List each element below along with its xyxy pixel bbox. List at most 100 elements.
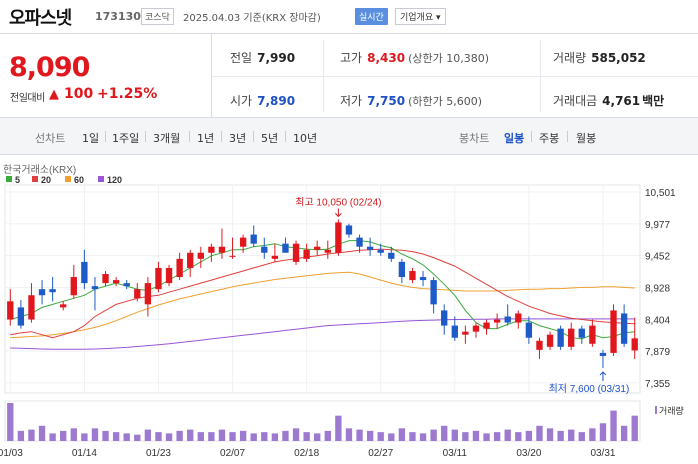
base-date: 2025.04.03 기준(KRX 장마감) — [183, 13, 321, 24]
candle-body — [165, 267, 173, 284]
tab-monthly-candle[interactable]: 월봉 — [576, 132, 597, 145]
quote-panel: 8,090 전일대비 ▲ 100 +1.25% 전일 7,990 고가 8,430(… — [0, 34, 698, 118]
volume-bar — [324, 430, 331, 441]
volume-bar — [568, 429, 575, 441]
market-badge: 코스닥 — [141, 8, 174, 25]
line-chart-label[interactable]: 선차트 — [35, 132, 66, 145]
volume-bar — [599, 423, 607, 441]
volume-bar — [366, 430, 374, 441]
volume-bar — [610, 410, 617, 441]
legend-swatch — [65, 176, 71, 182]
volume-bar — [578, 432, 585, 441]
candle-body — [462, 331, 469, 335]
high-price: 고가 8,430 (상한가 10,380) — [340, 51, 489, 65]
volume-bar — [282, 430, 289, 441]
tab-10y[interactable]: 10년 — [293, 132, 318, 145]
candle-body — [7, 301, 14, 320]
candle-body — [112, 280, 120, 284]
date-axis: 01/03 01/14 01/23 02/07 02/18 02/27 03/11 03/20… — [0, 448, 616, 459]
up-triangle-icon: ▲ — [49, 87, 59, 102]
volume-bar — [631, 415, 638, 441]
company-info-dropdown[interactable]: 기업개요 ▾ — [395, 8, 446, 25]
candle-body — [271, 255, 279, 259]
volume-bar — [419, 433, 427, 441]
tab-daily-candle[interactable]: 일봉 — [504, 132, 525, 145]
candle-body — [282, 243, 289, 253]
candle-body — [568, 328, 575, 347]
candle-body — [472, 325, 480, 332]
candle-body — [60, 304, 67, 308]
volume-legend-label: 거래량 — [659, 405, 684, 416]
x-tick-label: 02/27 — [368, 448, 393, 459]
volume-bar — [515, 432, 522, 441]
volume-bar — [17, 430, 25, 441]
y-tick-label: 8,404 — [645, 315, 670, 326]
volume-bar — [81, 433, 88, 441]
tab-5y[interactable]: 5년 — [261, 132, 279, 145]
high-arrow-head-icon — [335, 213, 342, 218]
candle-body — [324, 249, 331, 253]
tab-1y[interactable]: 1년 — [197, 132, 215, 145]
candle-body — [197, 252, 204, 259]
volume-bar — [239, 430, 247, 441]
moving-average-lines — [10, 240, 635, 350]
volume-bar — [398, 428, 406, 441]
volume-bar — [91, 428, 99, 441]
candle-body — [419, 277, 427, 281]
candle-body — [599, 352, 607, 356]
tab-weekly-candle[interactable]: 주봉 — [539, 132, 560, 145]
tab-divider — [253, 131, 254, 142]
candle-chart-label[interactable]: 봉차트 — [459, 132, 490, 145]
x-tick-label: 01/03 — [0, 448, 23, 459]
tab-1w[interactable]: 1주일 — [112, 132, 140, 145]
stock-candle-chart[interactable]: 한국거래소(KRX) 5 20 60 120 최고 10,050 (02/24) 최저… — [0, 155, 698, 464]
volume-bar — [377, 432, 384, 441]
x-tick-label: 03/20 — [516, 448, 541, 459]
volume-bar — [60, 430, 67, 441]
y-tick-label: 10,501 — [645, 188, 676, 199]
legend-label: 20 — [41, 175, 51, 185]
price-block: 8,090 전일대비 ▲ 100 +1.25% — [0, 34, 212, 118]
volume-bar — [229, 432, 236, 441]
volume: 거래량 585,052 — [553, 51, 646, 65]
realtime-button[interactable]: 실시간 — [355, 8, 388, 25]
tab-divider — [145, 131, 146, 142]
tab-divider — [531, 131, 532, 142]
tab-1d[interactable]: 1일 — [82, 132, 100, 145]
volume-bar — [504, 429, 511, 441]
volume-bar — [314, 433, 321, 441]
legend-label: 5 — [15, 175, 20, 185]
volume-bar — [197, 432, 204, 441]
candle-body — [578, 328, 585, 338]
x-tick-label: 01/23 — [146, 448, 171, 459]
volume-bar — [525, 430, 533, 441]
candle-body — [229, 255, 236, 257]
chart-source: 한국거래소(KRX) — [3, 164, 76, 176]
tab-3m[interactable]: 3개월 — [153, 132, 181, 145]
volume-bar — [345, 428, 353, 441]
candle-body — [366, 246, 374, 250]
volume-bar — [493, 432, 501, 441]
volume-bar — [144, 429, 152, 441]
tab-divider — [285, 131, 286, 142]
current-price: 8,090 — [9, 52, 90, 83]
candle-body — [610, 310, 617, 353]
candle-body — [17, 307, 25, 326]
stock-header: 오파스넷 173130 코스닥 2025.04.03 기준(KRX 장마감) 실… — [0, 0, 698, 34]
tab-divider — [105, 131, 106, 142]
candle-body — [356, 237, 363, 247]
candle-body — [38, 289, 46, 296]
ma120-line — [10, 318, 635, 350]
chart-grid — [4, 184, 641, 442]
candle-body — [303, 249, 310, 259]
volume-bar — [271, 433, 279, 441]
volume-bar — [218, 429, 226, 441]
legend-label: 120 — [107, 175, 122, 185]
quote-col-divider — [540, 40, 541, 112]
open-price: 시가 7,890 — [230, 94, 296, 108]
candle-body — [525, 322, 533, 338]
candle-body — [134, 289, 141, 299]
x-tick-label: 03/31 — [590, 448, 615, 459]
candle-body — [504, 316, 511, 323]
tab-3y[interactable]: 3년 — [229, 132, 247, 145]
